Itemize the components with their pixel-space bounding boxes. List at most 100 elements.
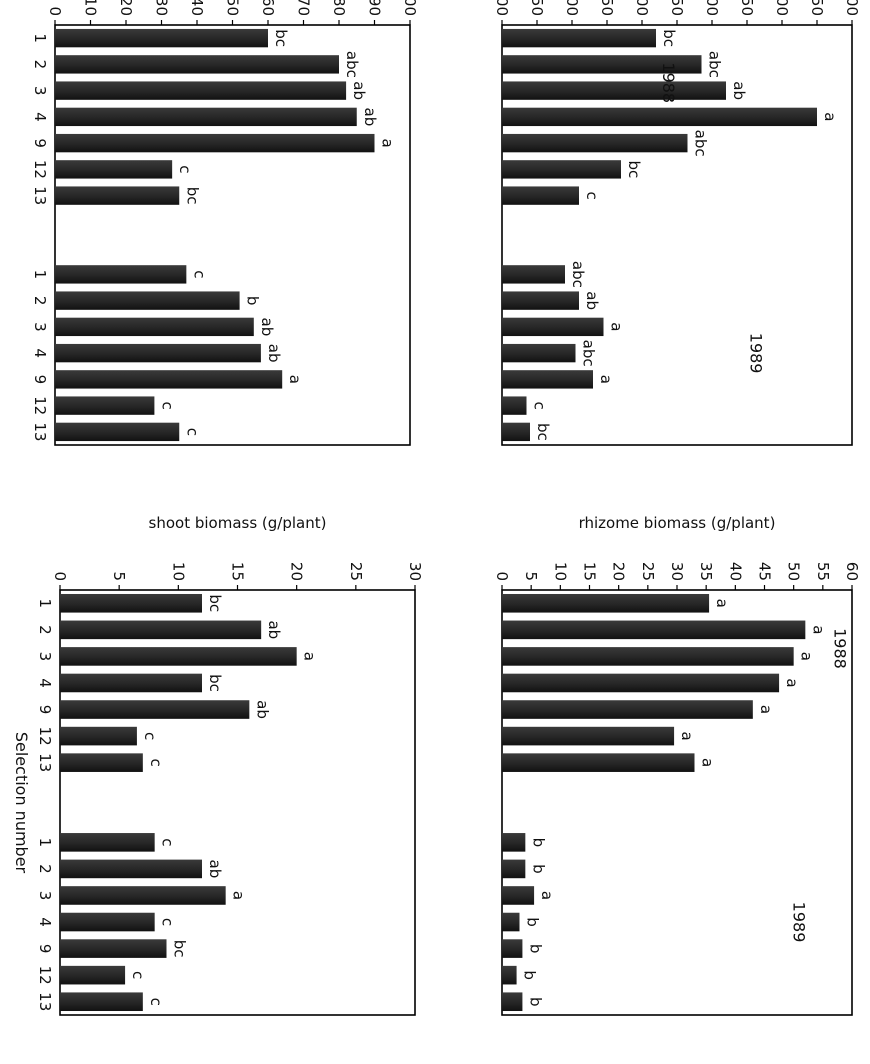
shoot-biomass-y-tick-label: 5 (110, 571, 128, 581)
rhizome-biomass-significance-letter: a (678, 731, 696, 740)
node-number-significance-letter: bc (534, 423, 552, 441)
shoot-biomass-bar (60, 859, 202, 879)
shoot-biomass-x-tick-label: 4 (36, 917, 54, 927)
shoot-biomass-x-tick-label: 3 (36, 891, 54, 901)
shoot-biomass-y-tick-label: 15 (229, 562, 247, 581)
shoot-number-significance-letter: ab (361, 108, 379, 127)
shoot-biomass-y-tick-label: 10 (169, 562, 187, 581)
rhizome-biomass-y-tick-label: 0 (493, 571, 511, 581)
shoot-number-bar (55, 186, 180, 205)
shoot-biomass-x-tick-label: 4 (36, 678, 54, 688)
shoot-biomass-x-tick-label: 9 (36, 705, 54, 715)
shoot-biomass-significance-letter: c (159, 918, 177, 926)
rhizome-biomass-significance-letter: a (809, 625, 827, 634)
rotated-figure: 100150200250300350400450500550600node nu… (12, 0, 861, 1016)
rhizome-biomass-significance-letter: a (713, 599, 731, 608)
shoot-number-significance-letter: c (190, 270, 208, 278)
node-number-significance-letter: ab (583, 291, 601, 310)
shoot-biomass-significance-letter: bc (171, 940, 189, 958)
shoot-number-significance-letter: c (183, 428, 201, 436)
node-number-y-tick-label: 350 (668, 0, 686, 16)
rhizome-biomass-y-tick-label: 45 (756, 562, 774, 581)
shoot-number-significance-letter: ab (265, 344, 283, 363)
rhizome-biomass-y-tick-label: 5 (522, 571, 540, 581)
shoot-number-x-tick-label: 4 (31, 348, 49, 358)
node-number-bar (502, 343, 576, 363)
rhizome-biomass-y-tick-label: 10 (551, 562, 569, 581)
shoot-biomass-bar (60, 673, 202, 693)
shoot-number-x-tick-label: 13 (31, 186, 49, 205)
shoot-biomass-bar (59, 965, 126, 985)
shoot-biomass-x-tick-label: 13 (36, 753, 54, 772)
node-number-bar (502, 133, 688, 153)
shoot-biomass-bar (60, 912, 155, 932)
rhizome-biomass-chart: 0 5 10 15 20 25 30 35 40 45 50 55 60 rhizome biomass … (493, 514, 861, 1016)
node-number-y-tick-label: 150 (528, 0, 546, 16)
shoot-number-significance-letter: ab (350, 81, 368, 100)
shoot-number-bar (55, 133, 375, 153)
shoot-number-bar (55, 107, 357, 127)
shoot-number-x-tick-label: 9 (31, 138, 49, 148)
rhizome-biomass-y-tick-label: 35 (697, 562, 715, 581)
shoot-biomass-y-tick-label: 20 (288, 562, 306, 581)
shoot-number-y-tick-label: 20 (117, 0, 135, 16)
node-number-significance-letter: abc (580, 340, 598, 367)
rhizome-biomass-bar (502, 726, 675, 746)
rhizome-biomass-significance-letter: a (798, 652, 816, 661)
shoot-number-significance-letter: bc (183, 187, 201, 205)
shoot-number-bar (55, 160, 173, 179)
shoot-number-bar (55, 396, 155, 415)
shoot-biomass-x-tick-label: 12 (36, 966, 54, 985)
shoot-number-significance-letter: a (379, 139, 397, 148)
selection-number-label: Selection number (12, 732, 31, 874)
node-number-bar (502, 422, 530, 442)
node-number-bar (502, 160, 621, 179)
rhizome-biomass-bar (502, 753, 695, 772)
rhizome-biomass-y-tick-label: 30 (668, 562, 686, 581)
panels: 100150200250300350400450500550600node nu… (31, 0, 861, 1016)
shoot-biomass-significance-letter: c (147, 759, 165, 767)
shoot-number-y-tick-label: 90 (366, 0, 384, 16)
shoot-biomass-x-tick-label: 3 (36, 652, 54, 662)
rhizome-biomass-bar (502, 833, 526, 852)
shoot-number-bar (54, 81, 347, 100)
node-number-bar (502, 396, 527, 415)
node-number-y-tick-label: 600 (843, 0, 861, 16)
rhizome-biomass-significance-letter: a (757, 705, 775, 714)
shoot-number-x-tick-label: 3 (31, 322, 49, 332)
shoot-number-bar (54, 291, 240, 310)
shoot-number-y-tick-label: 60 (259, 0, 277, 16)
shoot-number-chart: 0102030405060708090100shoot number/plant… (31, 0, 419, 446)
rhizome-biomass-bar (501, 620, 806, 640)
node-number-significance-letter: abc (569, 261, 587, 288)
shoot-biomass-significance-letter: a (301, 652, 319, 661)
shoot-biomass-bar (60, 647, 297, 666)
shoot-biomass-x-tick-label: 1 (36, 599, 54, 609)
node-number-y-tick-label: 400 (703, 0, 721, 16)
node-number-significance-letter: c (583, 192, 601, 200)
shoot-number-y-tick-label: 40 (188, 0, 206, 16)
rhizome-biomass-y-tick-label: 15 (581, 562, 599, 581)
shoot-number-y-tick-label: 10 (82, 0, 100, 16)
rhizome-biomass-significance-letter: b (521, 970, 539, 980)
rhizome-biomass-bar (502, 912, 520, 932)
shoot-number-bar (54, 265, 187, 284)
shoot-biomass-significance-letter: a (230, 891, 248, 900)
shoot-number-x-tick-label: 2 (31, 296, 49, 306)
rhizome-biomass-y-axis-title: rhizome biomass (g/plant) (579, 514, 776, 532)
node-number-y-tick-label: 200 (563, 0, 581, 16)
shoot-number-y-tick-label: 0 (46, 6, 64, 16)
node-number-chart: 100150200250300350400450500550600node nu… (493, 0, 861, 446)
rhizome-biomass-significance-letter: b (529, 864, 547, 874)
shoot-biomass-bar (60, 726, 137, 746)
node-number-y-tick-label: 500 (773, 0, 791, 16)
shoot-biomass-bar (59, 753, 143, 772)
rhizome-biomass-bar (502, 647, 794, 666)
node-number-significance-letter: bc (660, 29, 678, 47)
shoot-biomass-significance-letter: c (147, 998, 165, 1006)
shoot-number-bar (55, 370, 283, 389)
shoot-number-bar (55, 55, 339, 74)
shoot-biomass-x-tick-label: 2 (36, 864, 54, 874)
